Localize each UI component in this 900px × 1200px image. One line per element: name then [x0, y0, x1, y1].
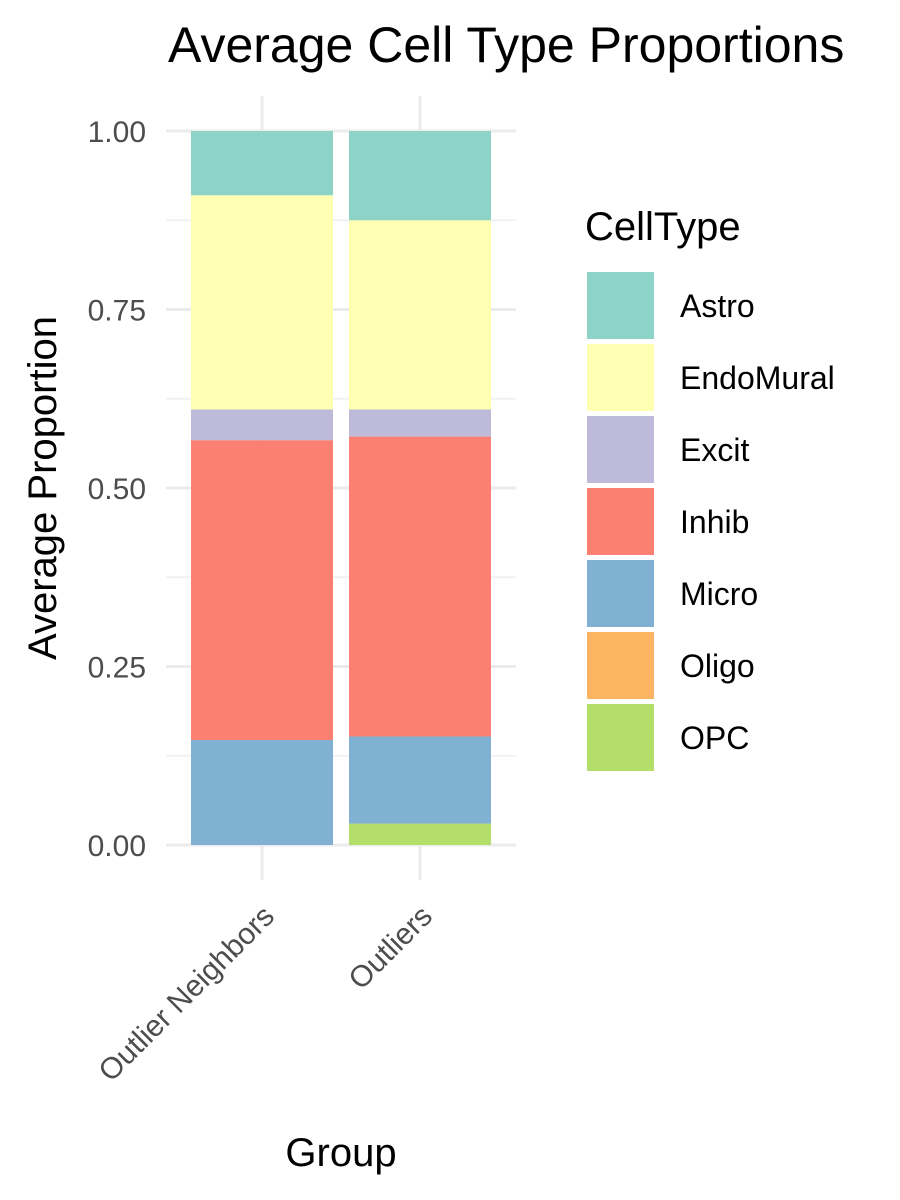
bar-segment-excit — [191, 409, 333, 441]
x-axis-title: Group — [285, 1131, 396, 1175]
legend-title: CellType — [585, 205, 741, 249]
legend-label-oligo: Oligo — [680, 648, 755, 684]
legend-label-opc: OPC — [680, 720, 749, 756]
legend-key-astro — [587, 272, 654, 339]
y-tick-label: 0.00 — [88, 830, 146, 863]
bar-segment-micro — [349, 736, 491, 824]
legend-key-endomural — [587, 344, 654, 411]
x-tick-label: Outlier Neighbors — [93, 900, 281, 1088]
legend-label-micro: Micro — [680, 576, 758, 612]
chart-title: Average Cell Type Proportions — [168, 17, 844, 73]
legend-key-oligo — [587, 632, 654, 699]
bar-segment-astro — [191, 131, 333, 196]
bar-segment-inhib — [191, 440, 333, 741]
bar-segment-opc — [349, 823, 491, 845]
y-tick-label: 1.00 — [88, 116, 146, 149]
x-axis-ticks: Outlier Neighbors Outliers — [93, 900, 439, 1088]
legend-label-astro: Astro — [680, 288, 755, 324]
bar-segment-endomural — [191, 195, 333, 410]
legend-label-inhib: Inhib — [680, 504, 749, 540]
y-axis-ticks: 0.00 0.25 0.50 0.75 1.00 — [88, 116, 146, 863]
legend-key-inhib — [587, 488, 654, 555]
legend-key-excit — [587, 416, 654, 483]
x-tick-label: Outliers — [343, 900, 439, 996]
bar-segment-astro — [349, 131, 491, 221]
legend-label-excit: Excit — [680, 432, 749, 468]
y-tick-label: 0.50 — [88, 473, 146, 506]
legend: CellType Astro EndoMural Excit Inhib Micro Ol… — [585, 205, 835, 771]
bar-segment-endomural — [349, 220, 491, 410]
bars — [191, 131, 491, 845]
y-tick-label: 0.25 — [88, 652, 146, 685]
y-axis-title: Average Proportion — [21, 316, 65, 660]
y-tick-label: 0.75 — [88, 295, 146, 328]
bar-segment-excit — [349, 409, 491, 437]
bar-segment-inhib — [349, 436, 491, 737]
legend-key-micro — [587, 560, 654, 627]
bar-segment-micro — [191, 740, 333, 845]
legend-key-opc — [587, 704, 654, 771]
legend-label-endomural: EndoMural — [680, 360, 835, 396]
